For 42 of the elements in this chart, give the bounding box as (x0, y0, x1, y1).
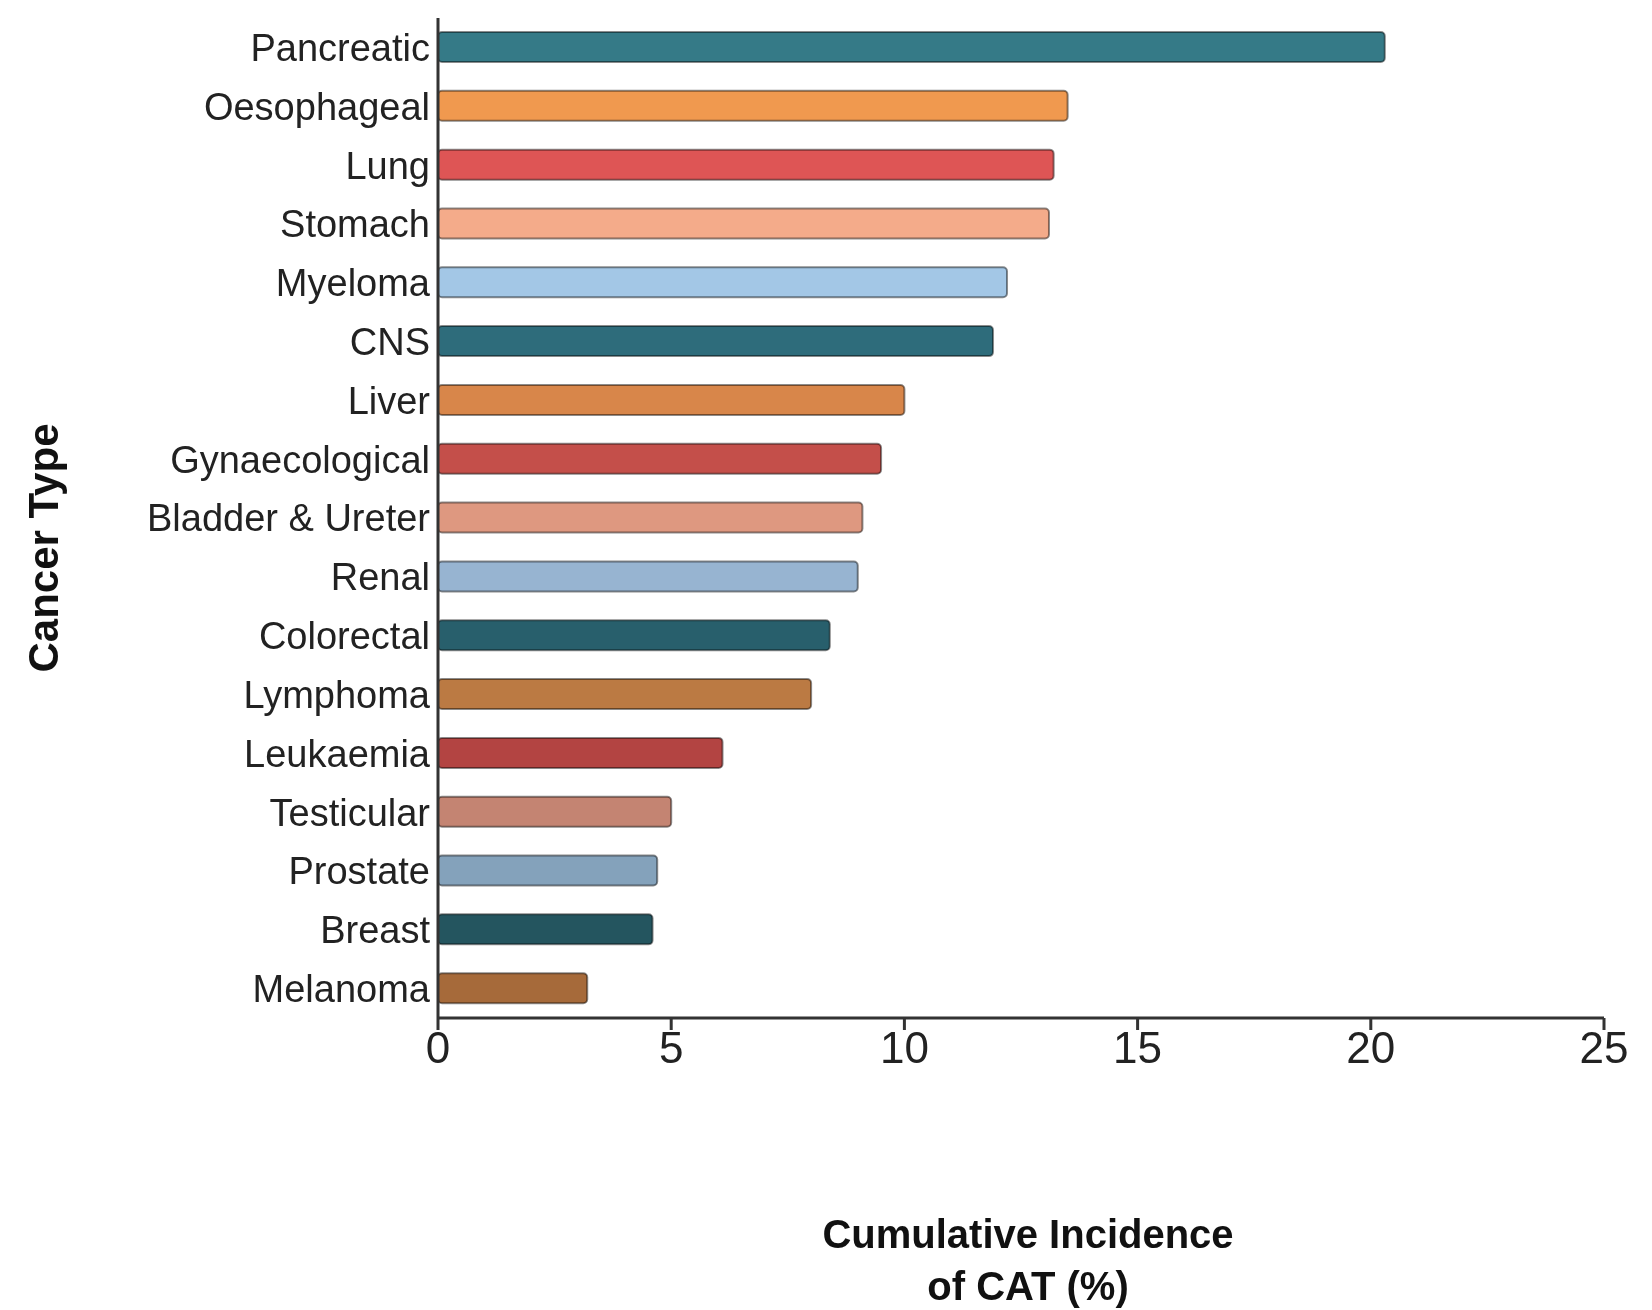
x-tick-label: 0 (425, 1023, 451, 1073)
y-tick-label: Colorectal (258, 615, 430, 658)
x-tick-label: 20 (1346, 1023, 1396, 1073)
y-tick-label: Prostate (288, 850, 430, 893)
y-tick-label: Lymphoma (243, 673, 431, 716)
bar (438, 442, 883, 475)
bar (438, 736, 724, 769)
bar (438, 678, 813, 711)
x-axis-title: Cumulative Incidence of CAT (%) (821, 1211, 1235, 1310)
y-tick-label: Leukaemia (244, 732, 431, 775)
x-tick-label: 10 (879, 1023, 929, 1073)
y-tick-label: Gynaecological (170, 438, 430, 481)
y-tick-label: Lung (345, 144, 430, 187)
bar (438, 619, 831, 652)
y-tick-label: Oesophageal (203, 85, 430, 128)
bar (438, 795, 673, 828)
bar (438, 207, 1050, 240)
y-tick-label: Melanoma (252, 968, 431, 1011)
bar (438, 266, 1009, 299)
x-tick-label: 25 (1579, 1023, 1629, 1073)
x-tick-label: 5 (658, 1023, 684, 1073)
y-tick-label: Pancreatic (250, 26, 430, 69)
y-tick-label: Liver (347, 379, 431, 422)
x-tick-label: 15 (1113, 1023, 1163, 1073)
y-tick-label: CNS (349, 321, 430, 364)
y-tick-label: Renal (330, 556, 430, 599)
bar (438, 383, 906, 416)
y-tick-label: Testicular (269, 791, 431, 834)
bar (438, 560, 859, 593)
y-tick-label: Bladder & Ureter (146, 497, 431, 540)
y-tick-label: Myeloma (275, 262, 431, 305)
bar (438, 972, 589, 1005)
bar (438, 31, 1386, 63)
y-axis-title: Cancer Type (19, 423, 67, 673)
bar (438, 854, 659, 887)
bar (438, 913, 654, 946)
bar (438, 148, 1055, 181)
bar (438, 89, 1069, 122)
y-tick-label: Stomach (280, 203, 430, 246)
bar (438, 325, 995, 358)
y-tick-label: Breast (320, 909, 431, 952)
bar (438, 501, 864, 534)
